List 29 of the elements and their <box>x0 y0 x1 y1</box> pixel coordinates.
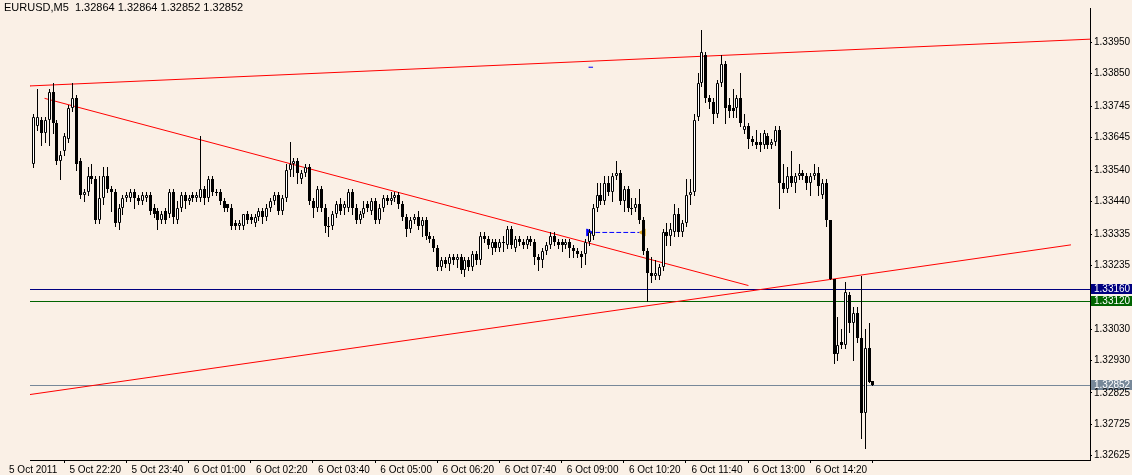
x-tick-label: 5 Oct 22:20 <box>69 463 122 475</box>
x-tick-label: 6 Oct 02:20 <box>255 463 309 475</box>
x-tick-label: 6 Oct 05:00 <box>380 463 433 475</box>
y-tick-label: 1.33540 <box>1094 163 1131 175</box>
y-tick-label: 1.33745 <box>1094 99 1131 111</box>
x-tick-label: 5 Oct 2011 <box>9 463 58 475</box>
x-tick-label: 6 Oct 03:40 <box>318 463 371 475</box>
ref-line-label: 1.33120 <box>1094 295 1131 307</box>
y-tick-label: 1.32930 <box>1094 354 1131 365</box>
y-tick-label: 1.32725 <box>1094 417 1131 429</box>
x-tick-label: 6 Oct 01:00 <box>193 463 246 475</box>
x-tick-label: 6 Oct 07:40 <box>504 463 557 475</box>
x-tick-label: 6 Oct 10:20 <box>628 463 682 475</box>
x-tick-label: 6 Oct 11:40 <box>691 463 743 475</box>
x-tick-label: 5 Oct 23:40 <box>131 463 184 475</box>
y-tick-label: 1.33850 <box>1094 67 1131 79</box>
ref-line-label: 1.33160 <box>1094 283 1131 295</box>
chart-title: EURUSD,M5 1.32864 1.32864 1.32852 1.32852 <box>4 1 244 14</box>
x-tick-label: 6 Oct 09:00 <box>566 463 619 475</box>
y-tick-label: 1.33645 <box>1094 131 1131 143</box>
x-tick-label: 6 Oct 14:20 <box>815 463 868 475</box>
y-tick-label: 1.33440 <box>1094 195 1131 207</box>
y-tick-label: 1.33030 <box>1094 322 1131 334</box>
y-tick-label: 1.32625 <box>1094 449 1131 461</box>
x-tick-label: 6 Oct 06:20 <box>442 463 495 475</box>
y-tick-label: 1.33335 <box>1094 227 1131 239</box>
y-tick-label: 1.33235 <box>1094 258 1131 270</box>
y-tick-label: 1.33950 <box>1094 36 1131 48</box>
x-tick-label: 6 Oct 13:00 <box>753 463 806 475</box>
